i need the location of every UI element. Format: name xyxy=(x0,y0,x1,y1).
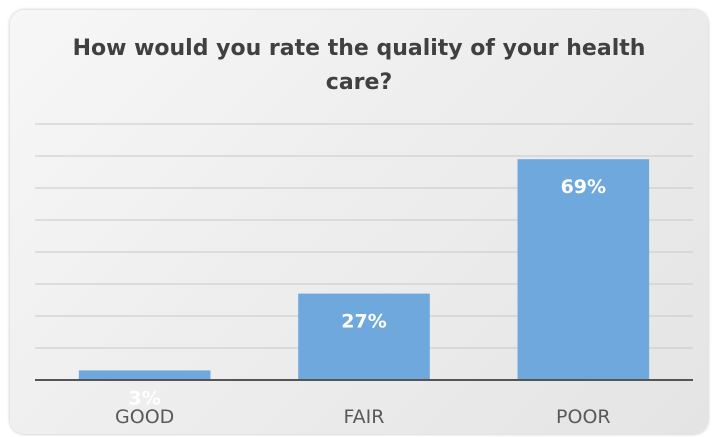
category-label: POOR xyxy=(556,406,611,428)
bar-chart: 3%GOOD 27% FAIR 69% POOR xyxy=(35,123,693,428)
chart-card: How would you rate the quality of your h… xyxy=(10,10,708,434)
category-label: GOOD xyxy=(115,406,174,428)
bar-poor xyxy=(517,159,650,380)
data-label: 3% xyxy=(129,387,161,409)
chart-title: How would you rate the quality of your h… xyxy=(72,36,646,95)
category-label: FAIR xyxy=(344,406,385,428)
bar-good xyxy=(78,370,211,380)
bar-fair xyxy=(298,293,430,380)
data-label: 27% xyxy=(341,311,386,333)
data-label: 69% xyxy=(561,176,606,198)
